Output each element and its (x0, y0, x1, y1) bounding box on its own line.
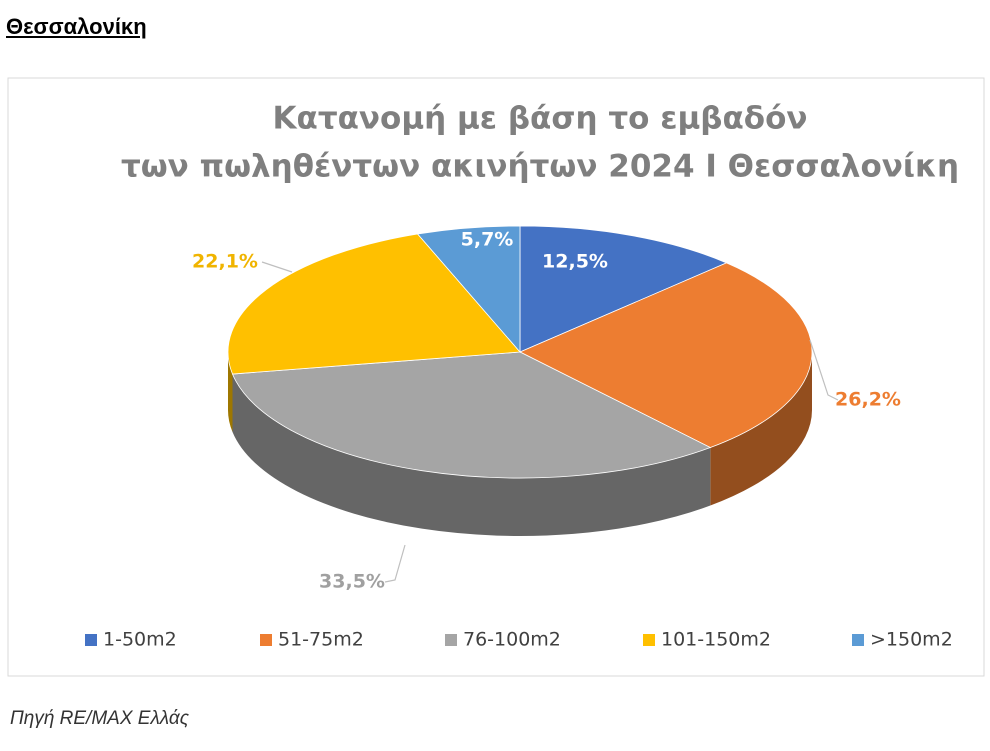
legend-label: >150m2 (870, 629, 953, 651)
pie-slice-side (710, 352, 812, 506)
chart-title: των πωληθέντων ακινήτων 2024 Ι Θεσσαλονί… (121, 149, 959, 185)
source: Πηγή RE/MAX Ελλάς (10, 708, 189, 729)
data-label: 26,2% (835, 389, 901, 411)
heading: Θεσσαλονίκη (6, 14, 147, 39)
data-label: 5,7% (461, 229, 514, 251)
pie-slice (227, 233, 521, 375)
legend-marker (643, 634, 655, 646)
data-label: 22,1% (192, 251, 258, 273)
chart: Κατανομή με βάση το εμβαδόν των πωληθέντ… (7, 77, 985, 677)
legend-label: 1-50m2 (103, 629, 177, 651)
legend-marker (260, 634, 272, 646)
pie-slice (519, 225, 728, 353)
pie-slice (416, 225, 521, 354)
legend-marker (852, 634, 864, 646)
leader-line (809, 339, 839, 401)
leader-line (384, 544, 406, 583)
chart-title: Κατανομή με βάση το εμβαδόν (273, 101, 808, 137)
pie-slice (519, 262, 813, 448)
data-label: 12,5% (542, 251, 608, 273)
legend-label: 101-150m2 (661, 629, 771, 651)
legend-marker (85, 634, 97, 646)
legend-marker (445, 634, 457, 646)
pie-slice (231, 351, 712, 479)
legend-label: 51-75m2 (278, 629, 364, 651)
pie-slice-side (232, 374, 711, 537)
legend-label: 76-100m2 (463, 629, 561, 651)
data-label: 33,5% (319, 571, 385, 593)
leader-line (261, 261, 293, 273)
